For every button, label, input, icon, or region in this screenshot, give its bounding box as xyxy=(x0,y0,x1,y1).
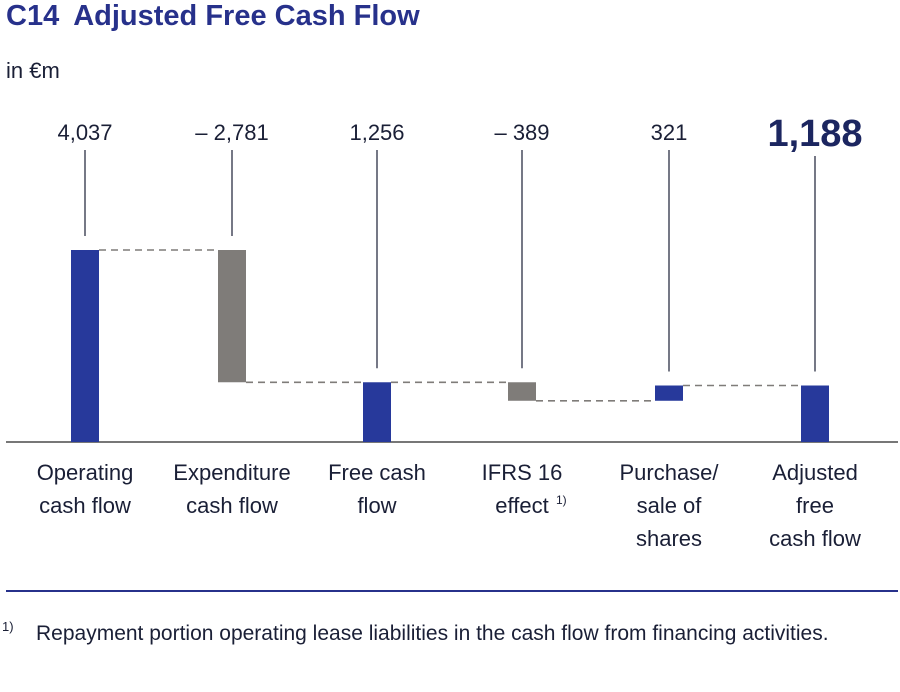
category-label: Adjusted free cash flow xyxy=(769,460,861,551)
category-label: Operating cash flow xyxy=(37,460,134,518)
chart-title: Adjusted Free Cash Flow xyxy=(73,0,420,32)
category-label: Free cash flow xyxy=(328,460,426,518)
waterfall-bar xyxy=(363,382,391,442)
data-label: – 389 xyxy=(494,120,549,145)
waterfall-bar xyxy=(508,382,536,401)
footnote-divider xyxy=(6,590,898,592)
category-label: IFRS 16 effect xyxy=(482,460,563,518)
data-label: 1,188 xyxy=(767,113,862,155)
unit-label: in €m xyxy=(6,58,60,83)
data-label: 1,256 xyxy=(349,120,404,145)
category-label: Purchase/sale of shares xyxy=(619,460,719,551)
category-footnote-marker: 1) xyxy=(556,493,567,507)
data-label: 321 xyxy=(651,120,688,145)
waterfall-bar xyxy=(655,385,683,401)
data-label: 4,037 xyxy=(57,120,112,145)
figure-number: C14 xyxy=(6,0,60,32)
category-label: Expenditure cash flow xyxy=(173,460,290,518)
chart-title-row: C14 Adjusted Free Cash Flow xyxy=(6,0,420,40)
data-label: – 2,781 xyxy=(195,120,268,145)
waterfall-bar xyxy=(218,250,246,383)
waterfall-bar xyxy=(801,385,829,442)
footnote-marker: 1) xyxy=(2,619,14,634)
waterfall-chart: 4,037 Operating cash flow – 2,781 Expenditur… xyxy=(6,113,898,551)
footnote-text: Repayment portion operating lease liabil… xyxy=(36,622,829,645)
waterfall-bar xyxy=(71,250,99,442)
